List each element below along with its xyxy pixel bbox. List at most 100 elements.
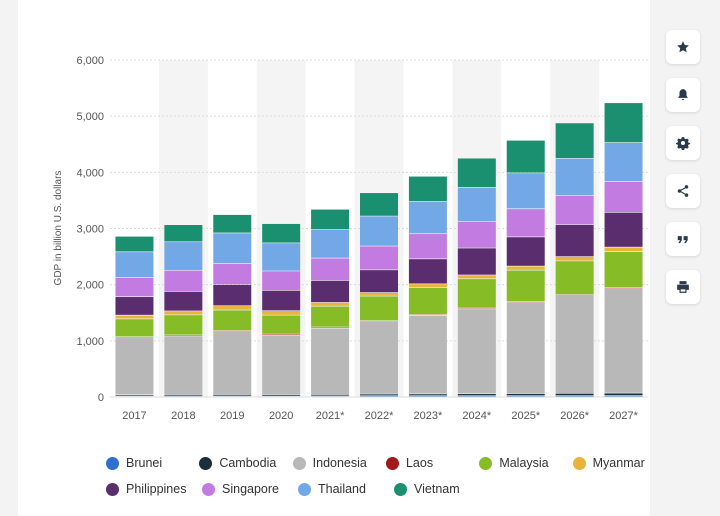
legend-item-vietnam[interactable]: Vietnam — [394, 482, 490, 496]
bar-segment-philippines[interactable] — [408, 259, 447, 284]
bar-segment-singapore[interactable] — [115, 277, 154, 297]
bar-segment-indonesia[interactable] — [457, 309, 496, 394]
bar-segment-myanmar[interactable] — [262, 311, 301, 315]
bar-segment-singapore[interactable] — [408, 234, 447, 259]
bar-segment-vietnam[interactable] — [555, 123, 594, 159]
bar-segment-vietnam[interactable] — [164, 225, 203, 242]
bar-segment-myanmar[interactable] — [311, 302, 350, 306]
bar-segment-malaysia[interactable] — [262, 315, 301, 334]
bar-segment-philippines[interactable] — [506, 237, 545, 266]
bar-segment-myanmar[interactable] — [213, 306, 252, 310]
bar-segment-thailand[interactable] — [360, 216, 398, 246]
bar-segment-indonesia[interactable] — [604, 288, 643, 393]
legend-item-laos[interactable]: Laos — [385, 456, 479, 470]
bar-segment-singapore[interactable] — [555, 195, 594, 225]
bar-segment-vietnam[interactable] — [213, 214, 252, 233]
bar-segment-myanmar[interactable] — [506, 266, 545, 270]
bar-segment-philippines[interactable] — [604, 212, 643, 247]
bar-segment-vietnam[interactable] — [408, 176, 447, 202]
bar-segment-vietnam[interactable] — [360, 193, 398, 216]
bar-segment-indonesia[interactable] — [360, 321, 398, 394]
bar-segment-thailand[interactable] — [604, 142, 643, 182]
bar-segment-brunei[interactable] — [604, 395, 643, 397]
bar-segment-philippines[interactable] — [555, 224, 594, 257]
bar-segment-cambodia[interactable] — [115, 395, 154, 396]
bar-segment-indonesia[interactable] — [262, 335, 301, 395]
share-button[interactable] — [666, 174, 700, 208]
bar-segment-cambodia[interactable] — [213, 394, 252, 396]
bar-segment-philippines[interactable] — [311, 280, 350, 303]
bar-segment-myanmar[interactable] — [360, 292, 398, 296]
bar-segment-singapore[interactable] — [262, 271, 301, 291]
bar-segment-indonesia[interactable] — [506, 302, 545, 394]
bar-segment-indonesia[interactable] — [115, 338, 154, 395]
bar-segment-singapore[interactable] — [360, 246, 398, 270]
bar-segment-myanmar[interactable] — [115, 315, 154, 319]
bar-segment-cambodia[interactable] — [604, 393, 643, 396]
bar-segment-singapore[interactable] — [604, 181, 643, 213]
bar-segment-singapore[interactable] — [311, 258, 350, 281]
bar-segment-singapore[interactable] — [213, 263, 252, 285]
cite-button[interactable] — [666, 222, 700, 256]
bar-segment-malaysia[interactable] — [555, 261, 594, 295]
legend-item-singapore[interactable]: Singapore — [202, 482, 298, 496]
bar-segment-cambodia[interactable] — [164, 394, 203, 396]
print-button[interactable] — [666, 270, 700, 304]
bar-segment-philippines[interactable] — [262, 290, 301, 311]
bar-segment-cambodia[interactable] — [360, 394, 398, 396]
bar-segment-cambodia[interactable] — [262, 394, 301, 396]
legend-item-thailand[interactable]: Thailand — [298, 482, 394, 496]
bar-segment-myanmar[interactable] — [164, 311, 203, 315]
bar-segment-myanmar[interactable] — [604, 247, 643, 252]
bar-segment-indonesia[interactable] — [555, 295, 594, 394]
bar-segment-cambodia[interactable] — [457, 394, 496, 396]
bar-segment-vietnam[interactable] — [457, 158, 496, 188]
bar-segment-thailand[interactable] — [115, 252, 154, 278]
bar-segment-philippines[interactable] — [213, 284, 252, 306]
bar-segment-singapore[interactable] — [457, 221, 496, 248]
bar-segment-myanmar[interactable] — [457, 275, 496, 279]
bar-segment-indonesia[interactable] — [408, 315, 447, 394]
bar-segment-thailand[interactable] — [506, 173, 545, 209]
bar-segment-thailand[interactable] — [555, 158, 594, 196]
legend-item-philippines[interactable]: Philippines — [106, 482, 202, 496]
bar-segment-vietnam[interactable] — [506, 140, 545, 173]
legend-item-myanmar[interactable]: Myanmar — [572, 456, 666, 470]
bar-segment-thailand[interactable] — [408, 201, 447, 234]
bar-segment-vietnam[interactable] — [262, 223, 301, 243]
bar-segment-malaysia[interactable] — [164, 315, 203, 335]
settings-button[interactable] — [666, 126, 700, 160]
bar-segment-philippines[interactable] — [164, 291, 203, 311]
bar-segment-philippines[interactable] — [360, 270, 398, 293]
bar-segment-malaysia[interactable] — [408, 287, 447, 315]
bar-segment-philippines[interactable] — [457, 248, 496, 275]
bar-segment-thailand[interactable] — [457, 187, 496, 222]
bar-segment-malaysia[interactable] — [213, 310, 252, 331]
bar-segment-malaysia[interactable] — [360, 296, 398, 321]
bar-segment-malaysia[interactable] — [604, 251, 643, 288]
bar-segment-malaysia[interactable] — [311, 306, 350, 327]
bar-segment-malaysia[interactable] — [506, 270, 545, 302]
bar-segment-thailand[interactable] — [213, 233, 252, 264]
bar-segment-indonesia[interactable] — [164, 336, 203, 395]
legend-item-indonesia[interactable]: Indonesia — [292, 456, 386, 470]
bar-segment-myanmar[interactable] — [555, 256, 594, 261]
bar-segment-vietnam[interactable] — [604, 103, 643, 143]
notification-button[interactable] — [666, 78, 700, 112]
bar-segment-singapore[interactable] — [164, 270, 203, 292]
bar-segment-myanmar[interactable] — [408, 284, 447, 288]
legend-item-cambodia[interactable]: Cambodia — [199, 456, 292, 470]
bar-segment-malaysia[interactable] — [457, 279, 496, 308]
bar-segment-vietnam[interactable] — [115, 236, 154, 252]
bar-segment-thailand[interactable] — [164, 242, 203, 270]
bar-segment-thailand[interactable] — [311, 229, 350, 258]
bar-segment-indonesia[interactable] — [213, 331, 252, 395]
legend-item-malaysia[interactable]: Malaysia — [479, 456, 572, 470]
bar-segment-philippines[interactable] — [115, 297, 154, 315]
bar-segment-cambodia[interactable] — [408, 394, 447, 396]
bar-segment-cambodia[interactable] — [555, 393, 594, 396]
bar-segment-thailand[interactable] — [262, 243, 301, 271]
bar-segment-cambodia[interactable] — [506, 393, 545, 396]
bar-segment-cambodia[interactable] — [311, 394, 350, 396]
bar-segment-malaysia[interactable] — [115, 319, 154, 337]
